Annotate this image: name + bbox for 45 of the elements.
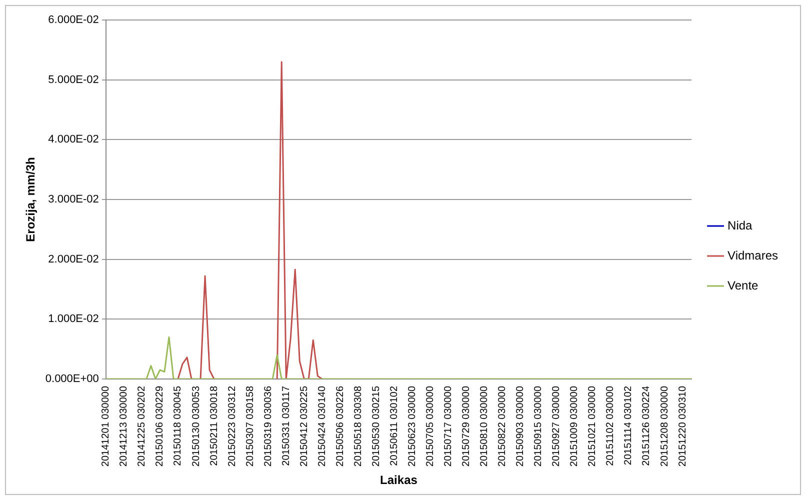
legend-label: Vidmares — [728, 248, 778, 262]
x-tick-label: 20150223 030312 — [226, 386, 238, 467]
x-tick-label: 20150424 030140 — [316, 386, 328, 467]
x-tick-label: 20151102 030000 — [605, 386, 616, 466]
x-tick-label: 20150211 030018 — [208, 386, 220, 466]
y-tick-label: 6.000E-02 — [48, 14, 99, 26]
x-tick-label: 20151114 030102 — [623, 386, 634, 466]
y-tick-label: 1.000E-02 — [48, 313, 99, 326]
x-tick-label: 20150518 030308 — [352, 386, 364, 467]
x-tick-label: 20151208 030000 — [659, 386, 670, 467]
x-tick-label: 20141225 030202 — [136, 386, 148, 467]
legend-label: Vente — [728, 278, 759, 292]
legend-label: Nida — [728, 218, 753, 232]
x-tick-label: 20150729 030000 — [461, 386, 472, 467]
x-tick-label: 20150130 030053 — [190, 386, 202, 467]
x-tick-label: 20150412 030225 — [298, 386, 310, 467]
y-tick-label: 0.000E+00 — [45, 372, 99, 385]
x-tick-label: 20150530 030215 — [370, 386, 382, 467]
y-axis-title: Erozija, mm/3h — [24, 157, 38, 242]
x-tick-label: 20150506 030226 — [334, 386, 346, 467]
y-tick-label: 5.000E-02 — [48, 74, 99, 86]
x-tick-label: 20150623 030000 — [406, 386, 418, 467]
x-tick-label: 20150331 030117 — [280, 386, 292, 466]
x-axis-title: Laikas — [380, 473, 418, 488]
x-tick-label: 20150106 030229 — [154, 386, 166, 467]
x-tick-label: 20151021 030000 — [587, 386, 598, 467]
x-tick-label: 20150810 030000 — [479, 386, 490, 467]
x-tick-label: 20150903 030000 — [515, 386, 526, 467]
x-tick-label: 20150717 030000 — [443, 386, 454, 467]
x-tick-label: 20150915 030000 — [533, 386, 544, 467]
x-tick-label: 20151220 030310 — [677, 386, 688, 467]
y-tick-label: 4.000E-02 — [48, 134, 99, 146]
x-tick-label: 20150822 030000 — [497, 386, 508, 467]
x-tick-label: 20141201 030000 — [100, 386, 112, 467]
x-tick-label: 20151126 030224 — [641, 386, 652, 466]
y-tick-label: 3.000E-02 — [48, 194, 99, 206]
x-tick-label: 20151009 030000 — [569, 386, 580, 467]
x-tick-label: 20141213 030000 — [118, 386, 130, 467]
x-tick-label: 20150611 030102 — [388, 386, 400, 466]
x-tick-label: 20150319 030036 — [262, 386, 274, 467]
y-tick-label: 2.000E-02 — [48, 253, 99, 266]
x-tick-label: 20150307 030158 — [244, 386, 256, 467]
x-tick-label: 20150705 030000 — [425, 386, 436, 467]
x-tick-label: 20150927 030000 — [551, 386, 562, 467]
x-tick-label: 20150118 030045 — [172, 386, 184, 466]
